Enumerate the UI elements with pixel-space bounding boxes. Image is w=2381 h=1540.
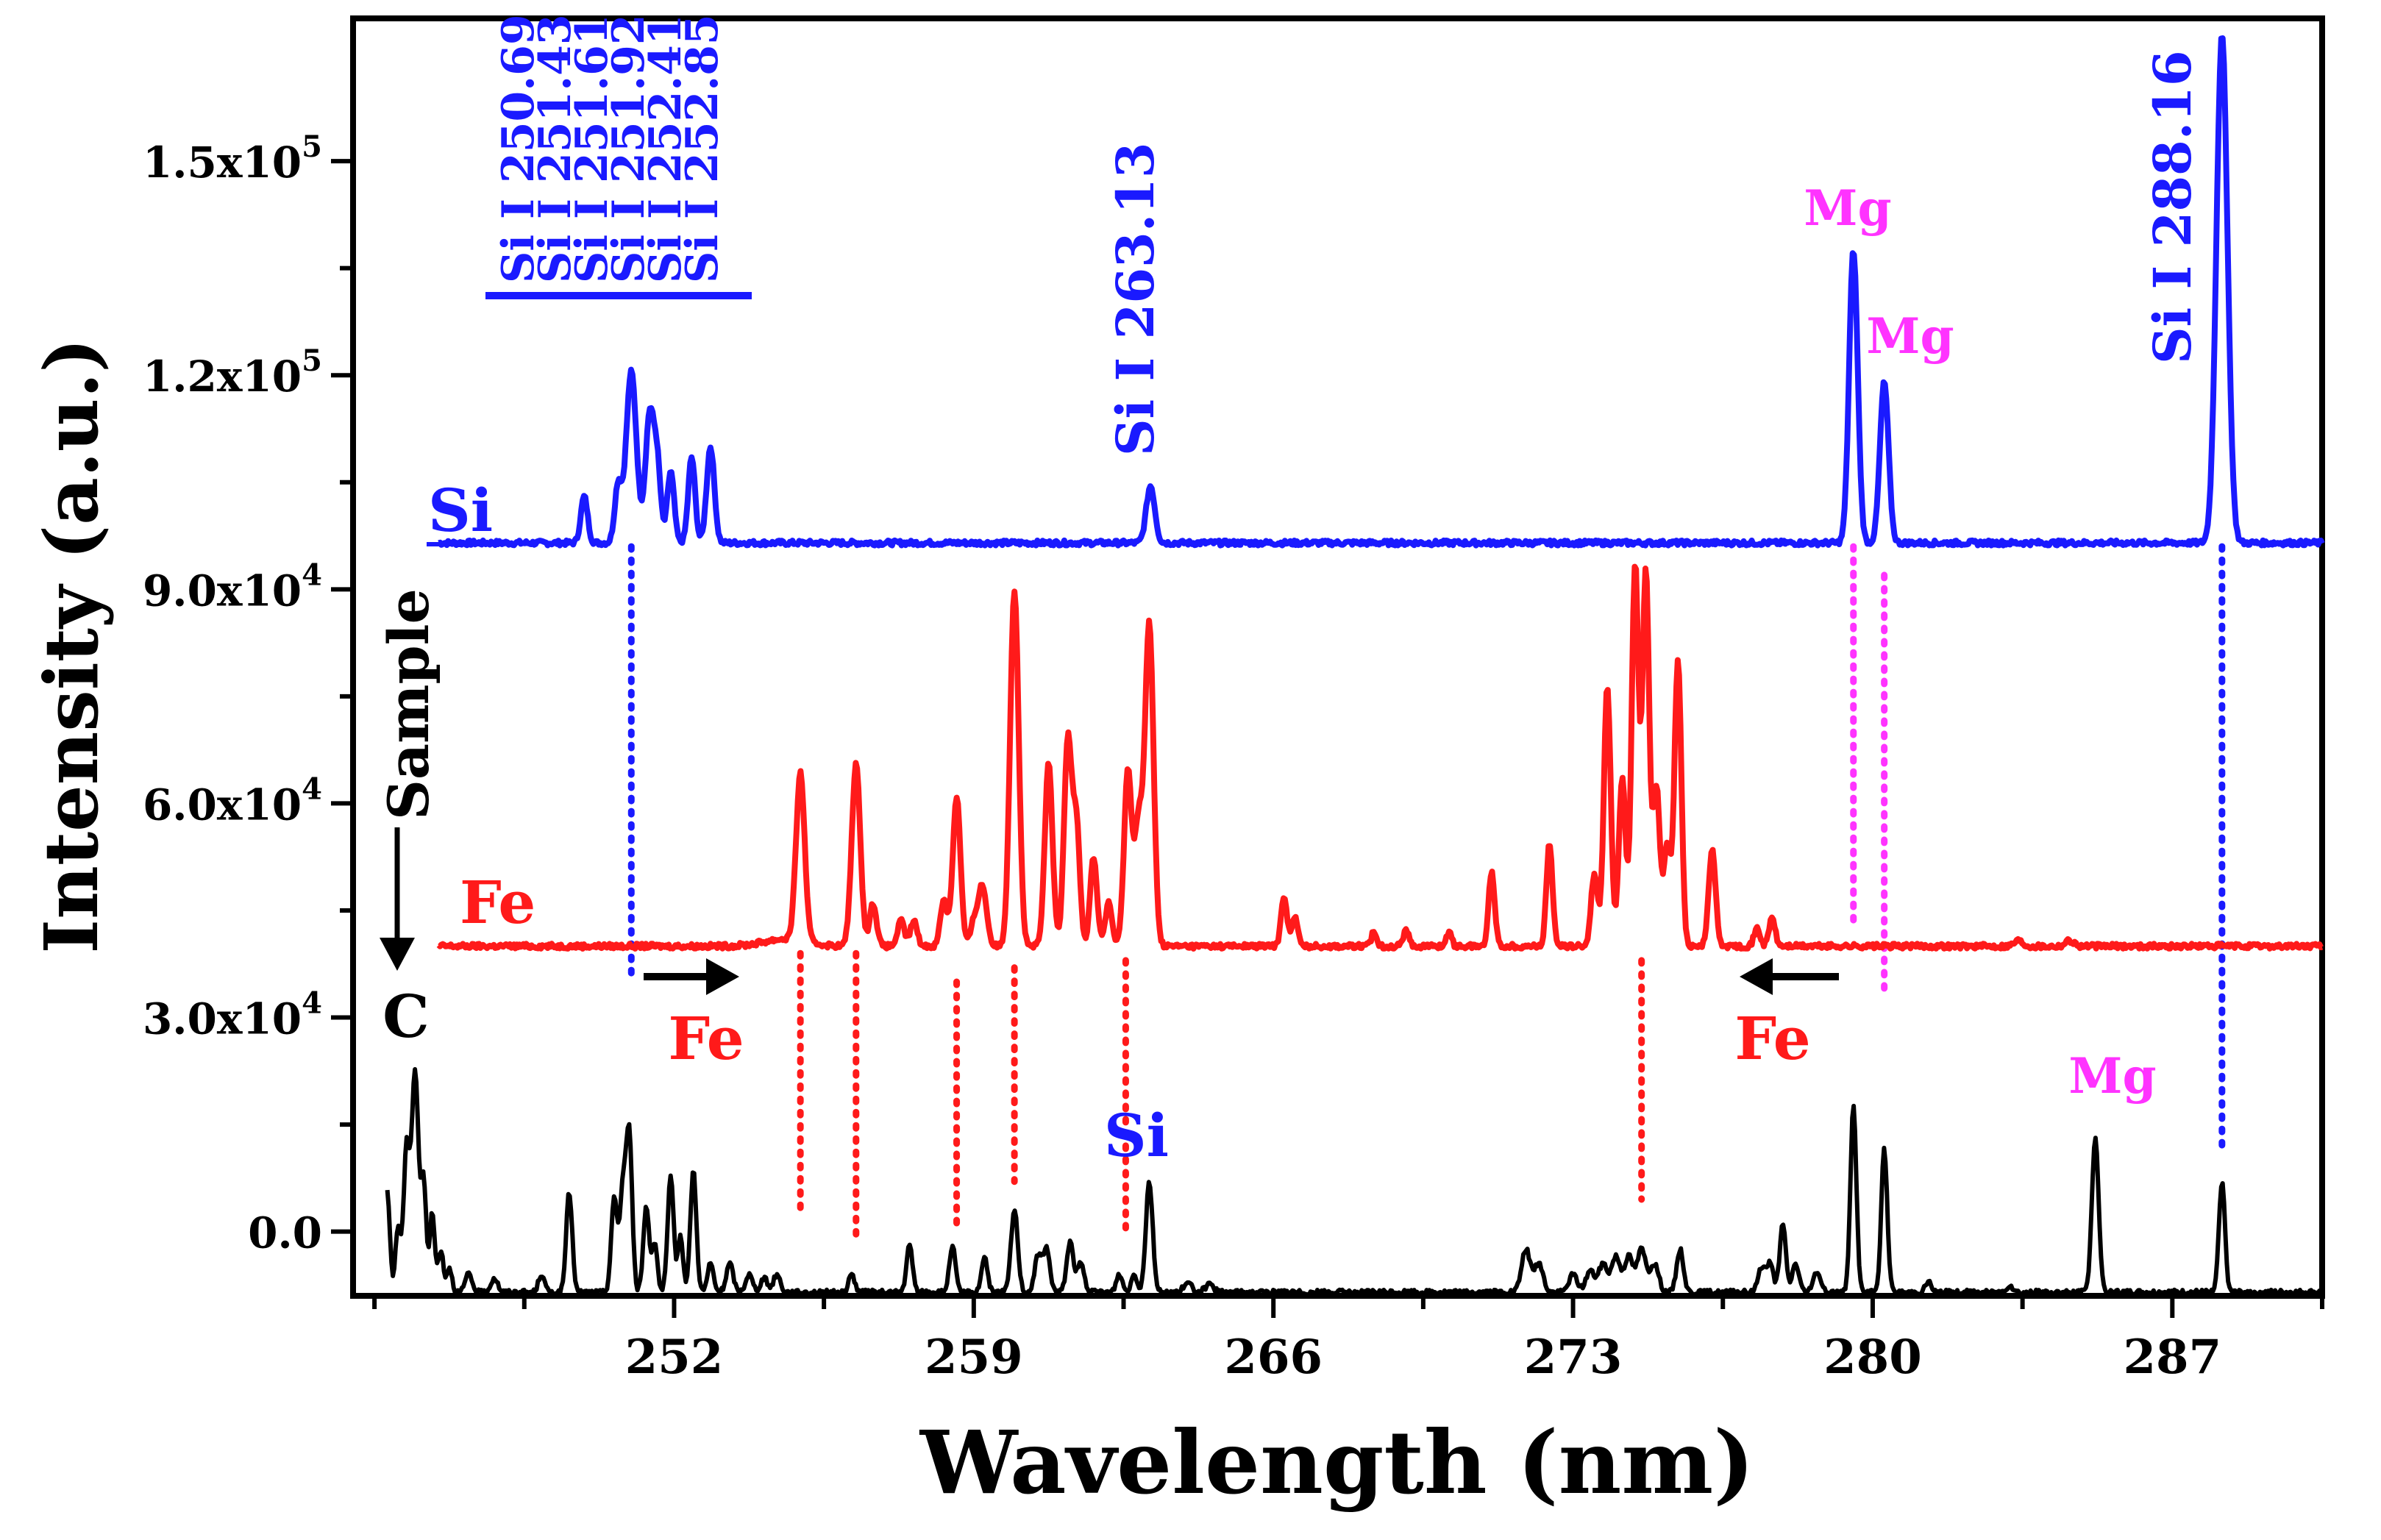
x-tick-label: 259 <box>925 1330 1023 1385</box>
y-tick-label: 0.0 <box>248 1208 322 1258</box>
si-cluster-label: Si I 251.43 <box>530 14 581 283</box>
fe-left-label: Fe <box>668 1004 744 1073</box>
x-tick-label: 266 <box>1224 1330 1323 1385</box>
y-tick-label: 6.0x104 <box>143 771 322 830</box>
series-si-line <box>437 35 2325 549</box>
c-label: C <box>382 982 430 1051</box>
x-tick-label: 280 <box>1823 1330 1922 1385</box>
sample-label: Sample <box>376 588 441 820</box>
fe-right-label: Fe <box>1734 1004 1810 1073</box>
mg-upper-label-2: Mg <box>1866 307 1954 365</box>
axes-layer: 252 259 266 273 280 287 0.0 3.0x104 6.0x104 9.0x1… <box>143 129 2324 1385</box>
si-lower-label: Si <box>1104 1101 1169 1170</box>
x-tick-label: 252 <box>625 1330 724 1385</box>
x-axis-title: Wavelength (nm) <box>919 1411 1754 1514</box>
y-tick-label: 1.5x105 <box>143 129 322 188</box>
si-cluster-label: Si I 252.41 <box>640 14 691 283</box>
series-sample-line <box>385 1067 2324 1297</box>
fe-series-label: Fe <box>460 868 535 937</box>
si-cluster-label: Si I 252.85 <box>677 14 728 283</box>
sample-arrow <box>380 827 415 971</box>
mg-upper-label-1: Mg <box>1804 179 1891 237</box>
plot-frame <box>350 15 2325 1299</box>
x-tick-label: 273 <box>1524 1330 1623 1385</box>
mg-lower-label: Mg <box>2068 1047 2156 1105</box>
series-fe-line <box>436 563 2324 952</box>
si-series-label: Si <box>428 476 493 545</box>
y-tick-label: 9.0x104 <box>143 557 322 616</box>
si-cluster-label: Si I 251.61 <box>566 14 618 283</box>
si-cluster-label: Si I 251.92 <box>603 14 655 283</box>
fe-arrow-right <box>644 958 739 995</box>
si-288-label: Si I 288.16 <box>2142 50 2203 364</box>
si-263-label: Si I 263.13 <box>1105 142 1166 456</box>
x-tick-label: 287 <box>2124 1330 2222 1385</box>
y-tick-label: 1.2x105 <box>143 343 322 402</box>
y-tick-label: 3.0x104 <box>143 986 322 1044</box>
fe-arrow-left <box>1740 958 1839 995</box>
guide-lines <box>627 543 2226 1239</box>
y-axis-title: Intensity (a.u.) <box>28 338 115 953</box>
si-cluster-label: Si I 250.69 <box>493 14 544 283</box>
series-layer <box>385 35 2325 1297</box>
